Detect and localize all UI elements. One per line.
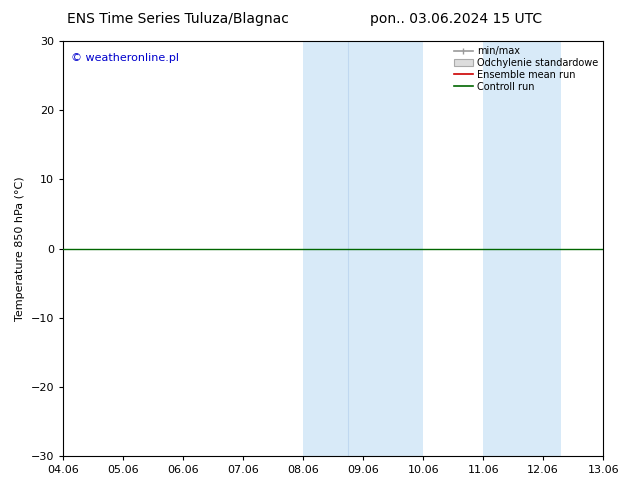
Y-axis label: Temperature 850 hPa (°C): Temperature 850 hPa (°C): [15, 176, 25, 321]
Legend: min/max, Odchylenie standardowe, Ensemble mean run, Controll run: min/max, Odchylenie standardowe, Ensembl…: [452, 44, 600, 94]
Bar: [483, 41, 561, 456]
Text: ENS Time Series Tuluza/Blagnac: ENS Time Series Tuluza/Blagnac: [67, 12, 288, 26]
Text: pon.. 03.06.2024 15 UTC: pon.. 03.06.2024 15 UTC: [370, 12, 543, 26]
Text: © weatheronline.pl: © weatheronline.pl: [71, 53, 179, 64]
Bar: [348, 41, 423, 456]
Bar: [303, 41, 348, 456]
